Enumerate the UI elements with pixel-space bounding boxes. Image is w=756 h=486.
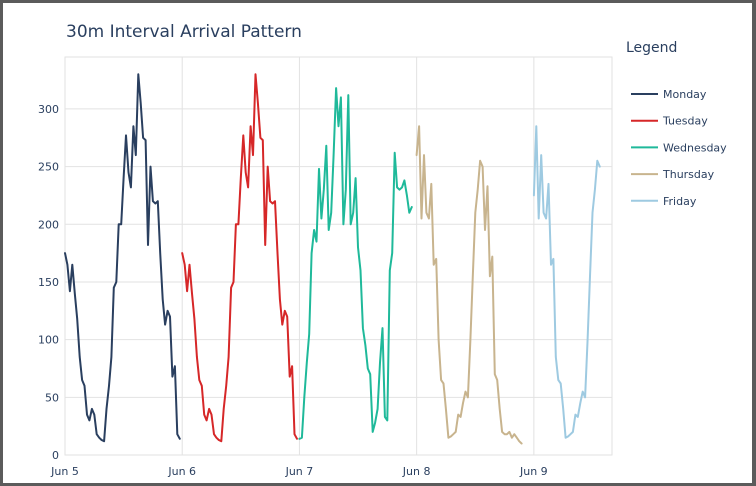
legend-items: Monday Tuesday Wednesday Thursday Friday bbox=[631, 88, 727, 208]
x-tick-label: Jun 9 bbox=[519, 465, 548, 478]
y-tick-label: 200 bbox=[38, 218, 59, 231]
series-line-wednesday bbox=[298, 87, 413, 440]
series-line-thursday bbox=[415, 125, 523, 445]
y-tick-label: 50 bbox=[45, 391, 59, 404]
series-line-monday bbox=[64, 73, 181, 443]
legend: Legend Monday Tuesday Wednesday Thursday Fri… bbox=[626, 40, 727, 208]
x-tick-label: Jun 8 bbox=[402, 465, 431, 478]
chart-title: 30m Interval Arrival Pattern bbox=[66, 22, 302, 42]
y-tick-label: 0 bbox=[52, 449, 59, 462]
legend-label-monday: Monday bbox=[663, 88, 707, 101]
x-tick-label: Jun 6 bbox=[167, 465, 196, 478]
legend-label-wednesday: Wednesday bbox=[663, 141, 727, 154]
tick-labels: Jun 5 Jun 6 Jun 7 Jun 8 Jun 9 0 50 100 150 200 250… bbox=[38, 103, 548, 478]
legend-label-thursday: Thursday bbox=[662, 168, 715, 181]
y-tick-label: 100 bbox=[38, 334, 59, 347]
series-lines bbox=[64, 73, 601, 445]
legend-label-tuesday: Tuesday bbox=[662, 115, 708, 128]
y-tick-label: 300 bbox=[38, 103, 59, 116]
x-tick-label: Jun 7 bbox=[285, 465, 314, 478]
x-tick-label: Jun 5 bbox=[50, 465, 79, 478]
series-line-tuesday bbox=[181, 73, 298, 443]
y-tick-label: 150 bbox=[38, 276, 59, 289]
series-line-friday bbox=[532, 125, 601, 439]
y-tick-label: 250 bbox=[38, 161, 59, 174]
legend-title: Legend bbox=[626, 40, 677, 56]
legend-label-friday: Friday bbox=[663, 195, 697, 208]
